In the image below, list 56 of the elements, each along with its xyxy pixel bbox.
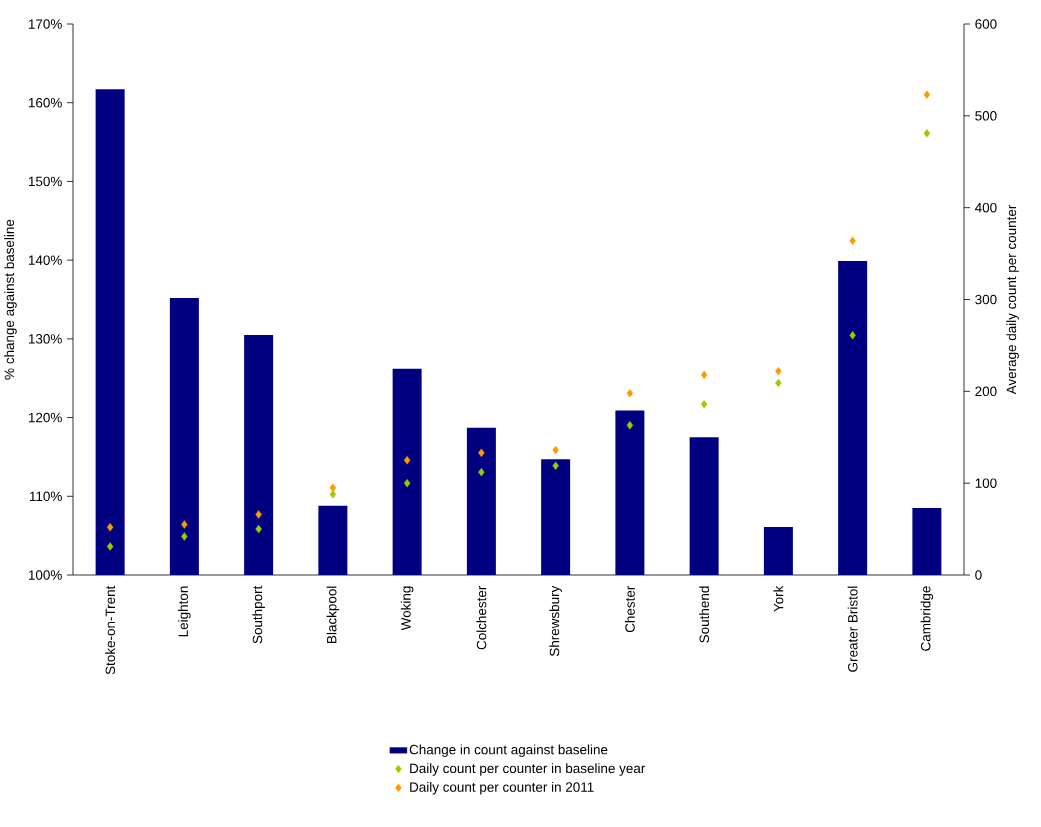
x-tick-label: Chester — [624, 585, 635, 633]
x-tick-label: Leighton — [178, 586, 191, 637]
legend-label: Daily count per counter in 2011 — [410, 781, 594, 795]
point — [478, 448, 485, 458]
point — [700, 399, 708, 409]
point — [923, 90, 931, 99]
x-tick-label: Shrewsbury — [549, 585, 562, 657]
x-tick-label: Blackpool — [326, 586, 340, 643]
x-tick-label: Stoke-on-Trent — [105, 585, 116, 675]
x-tick-label: Cambridge — [920, 586, 934, 651]
point — [552, 445, 559, 455]
y2-tick-label: 100 — [975, 478, 997, 488]
y-tick-label: 130% — [28, 334, 62, 344]
y-tick-label: 100% — [28, 570, 62, 580]
point — [775, 378, 782, 388]
y-tick-label: 120% — [28, 412, 62, 423]
point — [923, 129, 931, 138]
y2-tick-label: 500 — [975, 111, 997, 121]
point — [106, 542, 114, 551]
legend-label: Change in count against baseline — [409, 744, 608, 758]
point — [403, 456, 411, 465]
y-tick-label: 140% — [28, 255, 62, 265]
y-tick-label: 170% — [28, 19, 62, 29]
x-tick-label: York — [773, 585, 784, 612]
y2-tick-label: 400 — [975, 202, 997, 213]
y2-axis-title: Average daily count per counter — [1006, 204, 1019, 395]
y-tick-label: 110% — [29, 491, 62, 502]
x-tick-label: Southport — [252, 585, 265, 644]
y-tick-label: 150% — [28, 176, 62, 187]
point — [849, 331, 856, 340]
point — [255, 510, 262, 519]
y-axis-title: % change against baseline — [4, 219, 17, 380]
x-tick-label: Woking — [400, 586, 414, 631]
point — [403, 478, 411, 488]
x-tick-label: Greater Bristol — [847, 586, 858, 672]
legend-label: Daily count per counter in baseline year — [410, 763, 646, 776]
point — [181, 520, 188, 529]
x-tick-label: Southend — [699, 586, 710, 643]
point — [181, 532, 188, 541]
point — [329, 489, 337, 499]
point — [849, 236, 856, 245]
point — [255, 524, 262, 534]
point — [329, 483, 337, 492]
y2-tick-label: 0 — [975, 570, 982, 580]
x-tick-label: Colchester — [476, 585, 487, 650]
point — [106, 523, 114, 532]
y2-tick-label: 600 — [975, 19, 997, 29]
point — [478, 467, 485, 477]
point — [626, 421, 634, 430]
point — [626, 388, 634, 398]
point — [775, 366, 782, 376]
point — [700, 370, 708, 379]
y-tick-label: 160% — [28, 97, 62, 108]
y2-tick-label: 200 — [975, 386, 997, 397]
y2-tick-label: 300 — [975, 294, 997, 305]
point — [552, 461, 559, 470]
